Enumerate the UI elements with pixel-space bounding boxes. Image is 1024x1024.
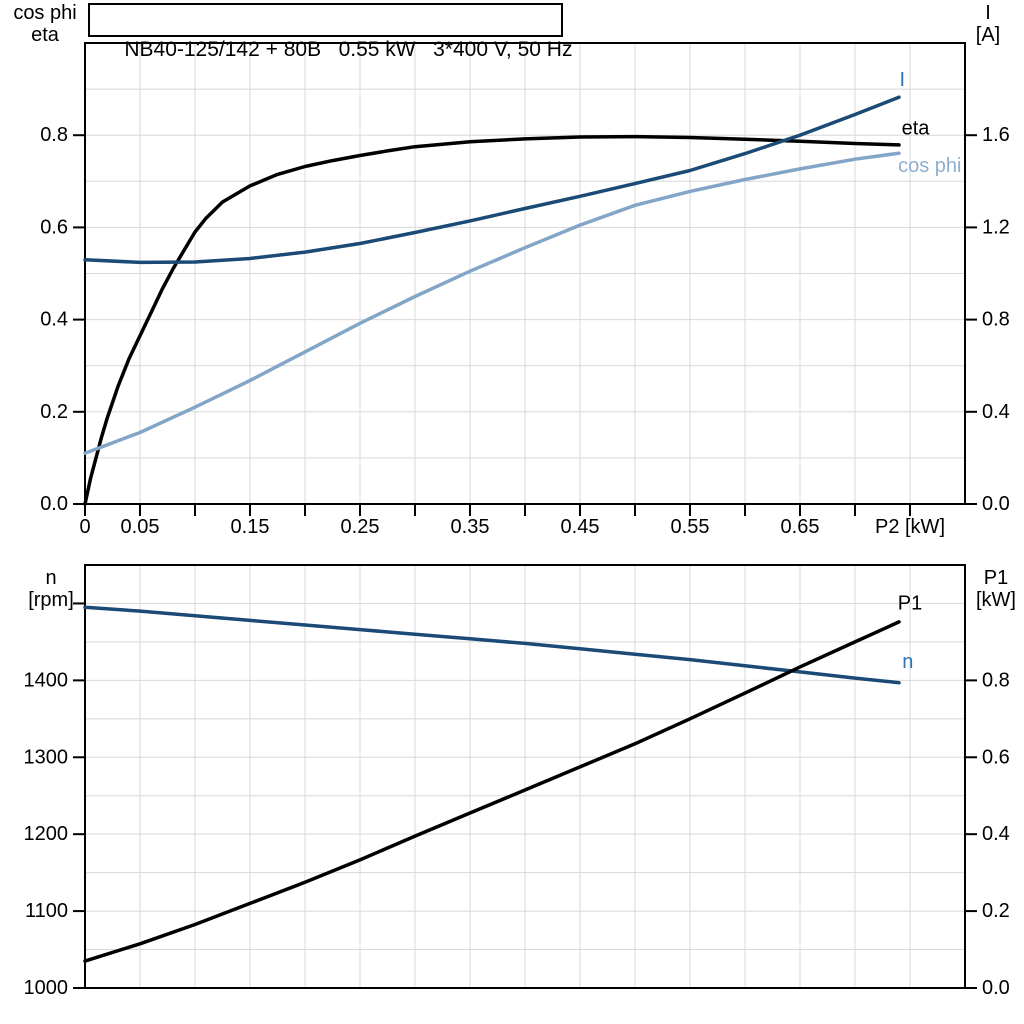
left-axis-tick-label: 0.2 [40, 401, 68, 423]
x-axis-tick-label: 0.15 [231, 516, 270, 538]
x-axis-tick-label: P2 [kW] [875, 516, 945, 538]
left-axis-tick-label: 0.4 [40, 309, 68, 331]
right-axis-tick-label: 0.4 [982, 401, 1010, 423]
right-axis-tick-label: 1.2 [982, 216, 1010, 238]
right-axis-tick-label: 0.8 [982, 669, 1010, 691]
plot-frame [84, 564, 966, 989]
left-axis-tick-label: 1400 [24, 669, 69, 691]
left-axis-title: cos phi [13, 2, 76, 24]
right-axis-tick-label: 0.0 [982, 493, 1010, 515]
x-axis-tick-label: 0.05 [121, 516, 160, 538]
curve-label-n: n [902, 651, 913, 673]
left-axis-tick-label: 0.0 [40, 493, 68, 515]
left-axis-tick-label: 0.6 [40, 216, 68, 238]
x-axis-tick-label: 0 [79, 516, 90, 538]
chart-title-box: NB40-125/142 + 80B 0.55 kW 3*400 V, 50 H… [88, 3, 572, 61]
chart-top: 0.0 0.2 0.4 0.6 0.8 0.0 0.4 0.8 1.2 1.6 0 0.05 0.15 0… [13, 2, 1010, 538]
curve-label-P1: P1 [898, 592, 922, 614]
x-axis-tick-label: 0.35 [451, 516, 490, 538]
x-axis-tick-label: 0.25 [341, 516, 380, 538]
right-axis-tick-label: 0.0 [982, 977, 1010, 999]
curve-cos-phi [83, 151, 901, 456]
left-axis-title: [rpm] [28, 589, 74, 611]
right-axis-tick-label: 1.6 [982, 124, 1010, 146]
x-axis-tick-label: 0.55 [671, 516, 710, 538]
right-axis-title: [kW] [976, 589, 1016, 611]
right-axis-tick-label: 0.4 [982, 823, 1010, 845]
right-axis-title: [A] [976, 24, 1000, 46]
left-axis-tick-label: 1100 [25, 900, 68, 922]
x-axis-tick-label: 0.65 [781, 516, 820, 538]
curve-label-cos-phi: cos phi [898, 155, 961, 177]
curve-I [83, 95, 901, 265]
curve-eta [83, 134, 901, 506]
right-axis-tick-label: 0.6 [982, 746, 1010, 768]
left-axis-tick-label: 1200 [24, 823, 69, 845]
right-axis-tick-label: 0.2 [982, 900, 1010, 922]
curve-label-eta: eta [902, 117, 931, 139]
curve-label-I: I [900, 69, 906, 91]
left-axis-tick-label: 1300 [24, 746, 69, 768]
chart-title: NB40-125/142 + 80B 0.55 kW 3*400 V, 50 H… [124, 38, 573, 61]
right-axis-title: P1 [984, 567, 1008, 589]
left-axis-title: eta [31, 24, 60, 46]
curve-n [83, 605, 901, 685]
right-axis-tick-label: 0.8 [982, 309, 1010, 331]
left-axis-tick-label: 0.8 [40, 124, 68, 146]
left-axis-tick-label: 1000 [24, 977, 69, 999]
x-axis-tick-label: 0.45 [561, 516, 600, 538]
chart-bottom: 100011001200130014000.00.20.40.60.8n[rpm… [24, 564, 1016, 999]
left-axis-title: n [45, 567, 56, 589]
right-axis-title: I [985, 2, 991, 24]
curve-P1 [83, 620, 901, 963]
